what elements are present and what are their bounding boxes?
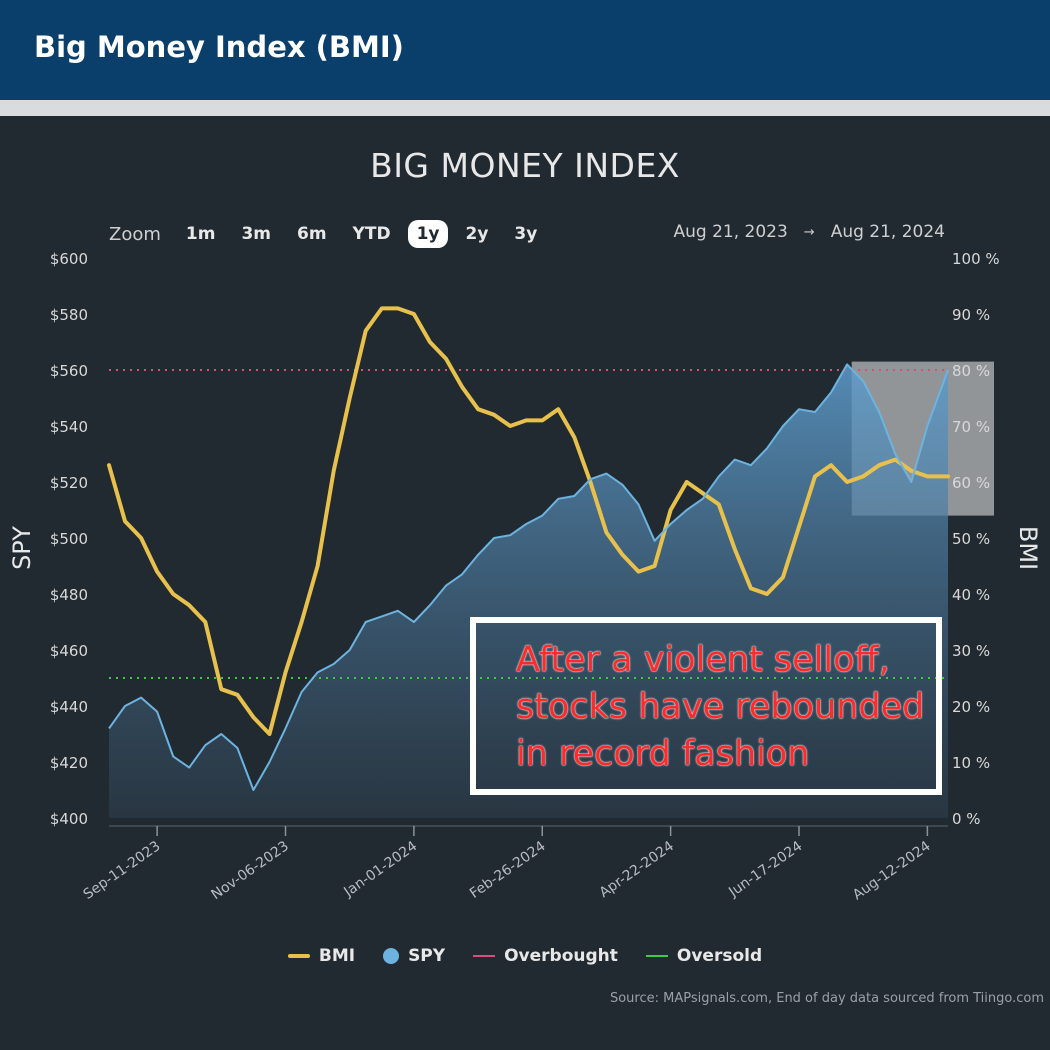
zoom-button-6m[interactable]: 6m [296, 224, 327, 244]
x-tick-label: Jan-01-2024 [340, 838, 420, 901]
spy-line [108, 363, 949, 791]
y2-tick-label: 60 % [952, 474, 990, 492]
y-tick-label: $500 [50, 530, 88, 548]
x-tick-label: Feb-26-2024 [467, 838, 549, 902]
legend-swatch-bmi [287, 954, 310, 958]
zoom-button-3y[interactable]: 3y [514, 224, 538, 244]
y2-tick-label: 20 % [952, 698, 990, 716]
annotation-callout: After a violent selloff, stocks have reb… [470, 617, 942, 795]
source-note: Source: MAPsignals.com, End of day data … [609, 991, 1044, 1006]
callout-line-2: stocks have rebounded [516, 687, 925, 727]
zoom-button-1y[interactable]: 1y [407, 220, 449, 248]
header-title: Big Money Index (BMI) [34, 30, 404, 64]
y-tick-label: $580 [50, 306, 88, 324]
y-tick-label: $540 [50, 418, 88, 436]
y-axis-label-bmi: BMI [1014, 526, 1042, 570]
y2-tick-label: 70 % [952, 418, 990, 436]
chart-title: BIG MONEY INDEX [370, 146, 680, 185]
chart-legend: BMI SPY Overbought Oversold [0, 946, 1050, 966]
legend-item-bmi[interactable]: BMI [287, 946, 356, 966]
y-axis-label-spy: SPY [8, 526, 36, 570]
legend-label-overbought: Overbought [504, 946, 618, 966]
y2-tick-label: 30 % [952, 642, 990, 660]
y2-tick-label: 10 % [952, 754, 990, 772]
legend-swatch-overbought [473, 955, 496, 957]
y-tick-label: $560 [50, 362, 88, 380]
legend-swatch-oversold [645, 955, 668, 957]
range-to[interactable]: Aug 21, 2024 [830, 222, 945, 242]
x-tick-label: Nov-06-2023 [208, 838, 291, 903]
y2-tick-label: 100 % [952, 250, 1000, 268]
zoom-button-1m[interactable]: 1m [185, 224, 216, 244]
y-tick-label: $420 [50, 754, 88, 772]
y2-tick-label: 80 % [952, 362, 990, 380]
x-tick-label: Sep-11-2023 [81, 838, 164, 903]
zoom-button-2y[interactable]: 2y [465, 224, 489, 244]
separator [0, 100, 1050, 116]
legend-label-oversold: Oversold [676, 946, 763, 966]
callout-line-3: in record fashion [516, 734, 810, 774]
y-tick-label: $480 [50, 586, 88, 604]
x-tick-label: Apr-22-2024 [597, 838, 677, 901]
x-tick-label: Aug-12-2024 [850, 838, 934, 903]
y2-tick-label: 40 % [952, 586, 990, 604]
y2-tick-label: 50 % [952, 530, 990, 548]
y2-tick-label: 90 % [952, 306, 990, 324]
legend-item-spy[interactable]: SPY [383, 946, 445, 966]
spy-area [109, 364, 948, 818]
zoom-button-ytd[interactable]: YTD [352, 224, 391, 244]
date-range: Aug 21, 2023 → Aug 21, 2024 [673, 222, 945, 242]
zoom-button-3m[interactable]: 3m [241, 224, 271, 244]
y-tick-label: $600 [50, 250, 88, 268]
y-tick-label: $460 [50, 642, 88, 660]
arrow-right-icon: → [803, 224, 815, 240]
range-from[interactable]: Aug 21, 2023 [673, 222, 788, 242]
y-tick-label: $440 [50, 698, 88, 716]
legend-label-bmi: BMI [318, 946, 356, 966]
callout-line-1: After a violent selloff, [516, 640, 890, 680]
y-tick-label: $520 [50, 474, 88, 492]
zoom-bar: Zoom 1m 3m 6m YTD 1y 2y 3y [109, 218, 554, 250]
legend-swatch-spy [383, 948, 400, 964]
header-bar: Big Money Index (BMI) [0, 0, 1050, 100]
legend-item-overbought[interactable]: Overbought [473, 946, 618, 966]
legend-item-oversold[interactable]: Oversold [645, 946, 763, 966]
x-tick-label: Jun-17-2024 [725, 838, 805, 901]
zoom-label: Zoom [109, 223, 161, 245]
bmi-line [107, 306, 950, 736]
legend-label-spy: SPY [408, 946, 446, 966]
y-tick-label: $400 [50, 810, 88, 828]
y2-tick-label: 0 % [952, 810, 981, 828]
